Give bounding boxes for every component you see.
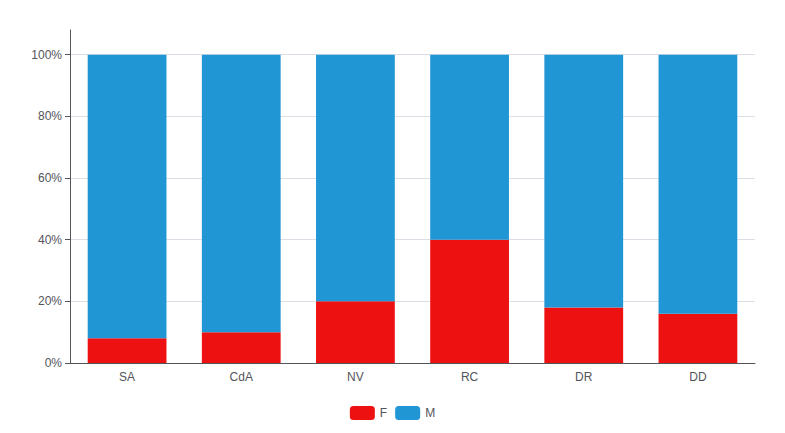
svg-text:F: F (380, 406, 387, 420)
svg-text:100%: 100% (31, 48, 62, 62)
svg-text:DD: DD (689, 370, 707, 384)
svg-text:20%: 20% (38, 294, 62, 308)
svg-text:DR: DR (575, 370, 593, 384)
svg-text:80%: 80% (38, 109, 62, 123)
svg-text:NV: NV (347, 370, 364, 384)
svg-text:0%: 0% (45, 356, 63, 370)
svg-text:M: M (425, 406, 435, 420)
svg-text:SA: SA (119, 370, 135, 384)
svg-text:40%: 40% (38, 233, 62, 247)
svg-text:60%: 60% (38, 171, 62, 185)
svg-text:RC: RC (461, 370, 479, 384)
svg-text:CdA: CdA (230, 370, 253, 384)
